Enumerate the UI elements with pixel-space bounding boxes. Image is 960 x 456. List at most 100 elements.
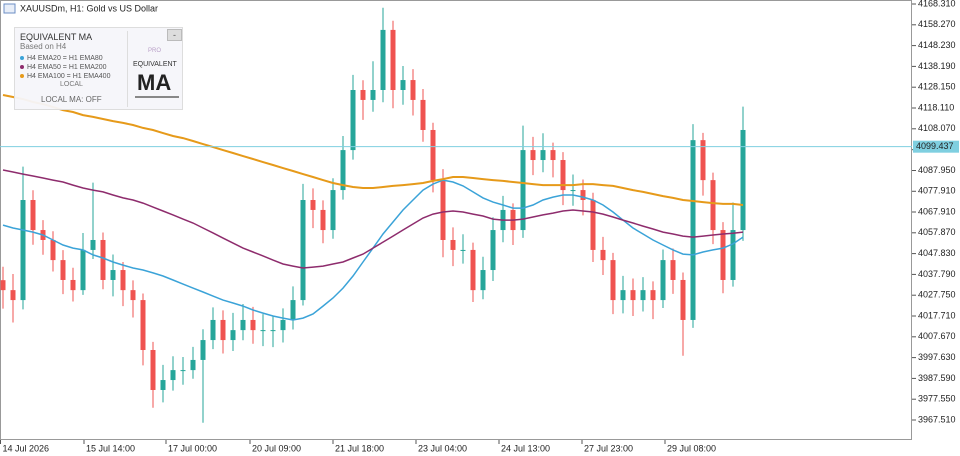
y-tick-label: 4077.910	[918, 186, 956, 196]
y-tick-label: 4148.230	[918, 40, 956, 50]
candle-body	[70, 279, 76, 291]
logo-badge: PRO	[148, 48, 162, 54]
candle-body	[460, 249, 466, 251]
candle-body	[450, 239, 456, 250]
candle-body	[60, 260, 66, 280]
candle-body	[440, 180, 446, 240]
legend-entry: H4 EMA20 = H1 EMA80	[20, 55, 103, 62]
candle-body	[690, 140, 696, 320]
legend-dot	[20, 74, 24, 79]
panel-local-ma[interactable]: LOCAL MA: OFF	[41, 95, 102, 104]
candle-body	[670, 260, 676, 280]
candle-body	[530, 150, 536, 161]
candle-body	[50, 239, 56, 261]
y-tick-label: 4067.910	[918, 206, 956, 216]
candle-body	[490, 230, 496, 271]
candle-body	[190, 359, 196, 371]
panel-title: EQUIVALENT MA	[20, 32, 93, 42]
candle-body	[570, 190, 576, 192]
candle-body	[550, 150, 556, 161]
y-tick-label: 4087.950	[918, 165, 956, 175]
candle-body	[30, 200, 36, 231]
candle-body	[360, 89, 366, 100]
candle-body	[170, 370, 176, 381]
candle-body	[390, 29, 396, 90]
candle-body	[410, 80, 416, 100]
panel-local: LOCAL	[60, 81, 83, 88]
candle-body	[120, 270, 126, 291]
y-tick-label: 4027.750	[918, 290, 956, 300]
candle-body	[610, 260, 616, 301]
candle-body	[400, 80, 406, 90]
candle-body	[380, 29, 386, 90]
candle-body	[290, 300, 296, 320]
legend-entry: H4 EMA100 = H1 EMA400	[20, 73, 110, 80]
y-tick-label: 4108.070	[918, 123, 956, 133]
y-tick-label: 4128.150	[918, 82, 956, 92]
logo-underline	[135, 96, 179, 98]
y-tick-label: 4047.830	[918, 248, 956, 258]
collapse-button[interactable]: -	[167, 29, 182, 41]
candle-body	[520, 150, 526, 231]
y-tick-label: 4017.710	[918, 310, 956, 320]
candle-body	[90, 239, 96, 250]
candle-body	[240, 319, 246, 331]
candle-body	[630, 290, 636, 301]
candle-body	[420, 99, 426, 130]
panel-separator	[127, 31, 128, 107]
candle-body	[100, 239, 106, 280]
candle-body	[150, 350, 156, 390]
x-tick-label: 27 Jul 23:00	[584, 443, 633, 453]
symbol-icon	[3, 3, 16, 14]
legend-label: H4 EMA50 = H1 EMA200	[27, 64, 107, 71]
last-price-label: 4099.437	[916, 141, 954, 151]
y-tick-label: 3997.630	[918, 352, 956, 362]
candle-body	[730, 230, 736, 280]
legend-label: H4 EMA20 = H1 EMA80	[27, 55, 103, 62]
candle-body	[560, 160, 566, 191]
candle-body	[140, 300, 146, 351]
candle-body	[620, 290, 626, 301]
y-tick-label: 4057.870	[918, 227, 956, 237]
candle-body	[220, 319, 226, 341]
legend-entry: H4 EMA50 = H1 EMA200	[20, 64, 107, 71]
y-tick-label: 4118.110	[918, 102, 954, 112]
candle-body	[640, 290, 646, 301]
candle-body	[600, 249, 606, 261]
candle-body	[590, 200, 596, 250]
y-tick-label: 4158.270	[918, 19, 956, 29]
x-tick-label: 23 Jul 04:00	[418, 443, 467, 453]
candle-body	[160, 380, 166, 390]
candle-body	[330, 190, 336, 231]
candle-body	[310, 200, 316, 210]
candles	[0, 7, 746, 423]
candle-body	[650, 290, 656, 301]
candle-body	[0, 280, 6, 291]
candle-body	[710, 180, 716, 231]
candle-body	[20, 200, 26, 301]
candle-body	[580, 190, 586, 201]
y-tick-label: 4007.670	[918, 331, 956, 341]
candle-body	[720, 230, 726, 280]
y-tick-label: 3977.550	[918, 394, 956, 404]
ema-line	[2, 94, 744, 206]
panel-subtitle: Based on H4	[20, 42, 67, 51]
candle-body	[250, 319, 256, 331]
x-tick-label: 24 Jul 13:00	[501, 443, 550, 453]
plot-frame	[0, 0, 912, 440]
logo-text: MA	[137, 70, 172, 95]
x-tick-label: 20 Jul 09:00	[252, 443, 301, 453]
candle-body	[480, 270, 486, 291]
candle-body	[210, 319, 216, 341]
y-tick-label: 4037.790	[918, 269, 956, 279]
x-tick-label: 15 Jul 14:00	[86, 443, 135, 453]
candle-body	[200, 340, 206, 360]
ema-line	[2, 169, 744, 269]
candle-body	[540, 150, 546, 161]
candle-body	[700, 140, 706, 181]
candle-body	[350, 89, 356, 151]
candle-body	[10, 290, 16, 301]
y-tick-label: 4138.190	[918, 61, 956, 71]
